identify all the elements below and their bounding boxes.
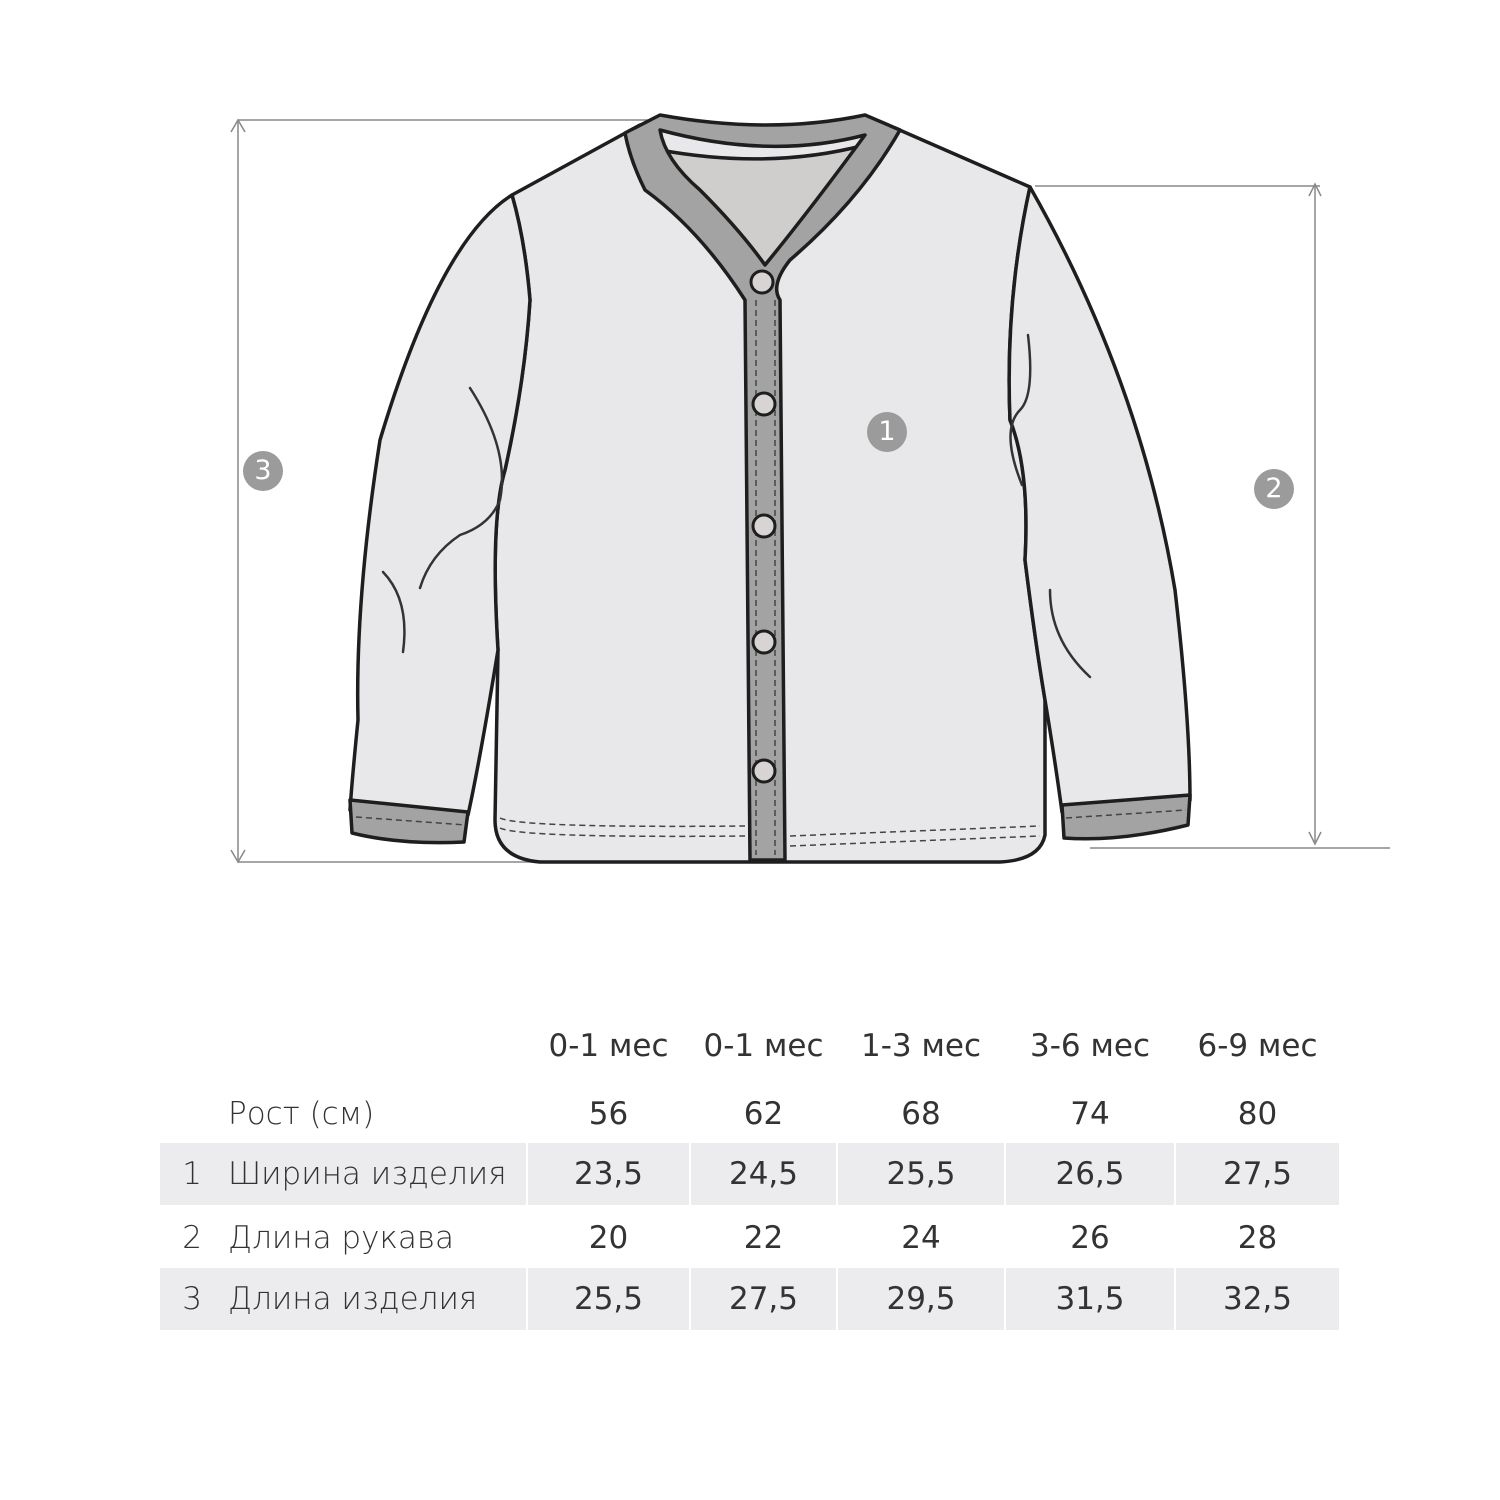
row-label: Рост (см) <box>228 1096 375 1132</box>
table-cell: 56 <box>588 1096 629 1132</box>
button <box>751 391 777 417</box>
table-cell: 31,5 <box>1006 1268 1174 1330</box>
column-header: 0-1 мес <box>703 1028 824 1064</box>
table-cell: 25,5 <box>838 1143 1004 1205</box>
button <box>751 758 777 784</box>
table-cell: 80 <box>1237 1096 1278 1132</box>
column-header: 0-1 мес <box>548 1028 669 1064</box>
table-cell: 62 <box>743 1096 784 1132</box>
table-cell: 22 <box>743 1220 784 1256</box>
table-row: 3 Длина изделия 25,5 27,5 29,5 31,5 32,5 <box>160 1268 1339 1330</box>
height-row: Рост (см) 56 62 68 74 80 <box>160 1083 1339 1145</box>
table-row: 2 Длина рукава 20 22 24 26 28 <box>160 1207 1339 1269</box>
table-row: 1 Ширина изделия 23,5 24,5 25,5 26,5 27,5 <box>160 1143 1339 1205</box>
table-cell: 26 <box>1070 1220 1110 1256</box>
table-cell: 74 <box>1070 1096 1110 1132</box>
table-cell: 27,5 <box>1176 1143 1339 1205</box>
table-cell: 32,5 <box>1176 1268 1339 1330</box>
table-cell: 68 <box>901 1096 941 1132</box>
button <box>749 269 775 295</box>
badge-sleeve: 2 <box>1254 469 1294 509</box>
row-label: Ширина изделия <box>228 1156 507 1192</box>
buttons <box>749 269 777 784</box>
table-cell: 24 <box>901 1220 941 1256</box>
table-cell: 25,5 <box>528 1268 689 1330</box>
button <box>751 629 777 655</box>
row-number: 2 <box>182 1220 202 1256</box>
table-cell: 28 <box>1237 1220 1278 1256</box>
column-header: 1-3 мес <box>861 1028 981 1064</box>
table-cell: 27,5 <box>691 1268 836 1330</box>
table-cell: 24,5 <box>691 1143 836 1205</box>
table-cell: 23,5 <box>528 1143 689 1205</box>
row-label: Длина изделия <box>228 1281 478 1317</box>
table-cell: 26,5 <box>1006 1143 1174 1205</box>
row-label: Длина рукава <box>228 1220 455 1256</box>
table-cell: 20 <box>588 1220 629 1256</box>
row-number: 3 <box>182 1281 202 1317</box>
row-number: 1 <box>182 1156 202 1192</box>
badge-width: 1 <box>867 412 907 452</box>
button <box>751 513 777 539</box>
badge-length: 3 <box>243 451 283 491</box>
size-header-row: 0-1 мес 0-1 мес 1-3 мес 3-6 мес 6-9 мес <box>160 1015 1339 1077</box>
column-header: 6-9 мес <box>1197 1028 1318 1064</box>
table-cell: 29,5 <box>838 1268 1004 1330</box>
column-header: 3-6 мес <box>1030 1028 1150 1064</box>
